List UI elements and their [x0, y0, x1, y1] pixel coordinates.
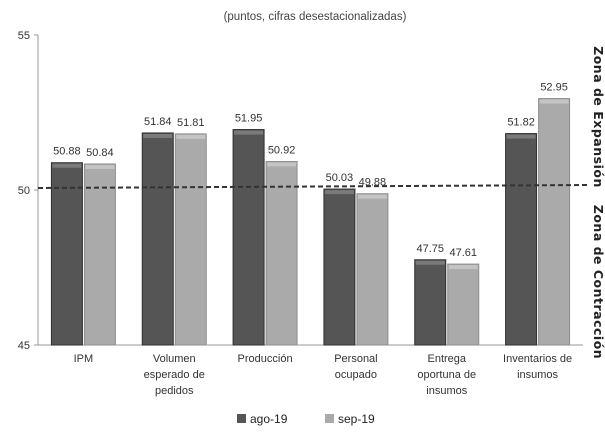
data-label: 51.84 — [144, 116, 172, 128]
bar-ago-19 — [414, 259, 447, 346]
bar-bevel — [234, 130, 264, 135]
bar-sep-19 — [356, 193, 389, 346]
category-label: oportuna de — [417, 369, 476, 381]
category-label: Personal — [334, 353, 377, 365]
data-label: 51.82 — [507, 117, 535, 129]
chart-subtitle: (puntos, cifras desestacionalizadas) — [224, 11, 407, 23]
expansion-zone-label: Zona de Expansión — [591, 46, 605, 188]
bar-bevel — [324, 190, 354, 195]
bar-ago-19 — [323, 188, 356, 346]
chart-axes: 45 50 55 — [18, 30, 583, 352]
bar-bevel — [52, 163, 82, 168]
data-label: 47.61 — [449, 247, 477, 259]
category-label: IPM — [74, 353, 94, 365]
legend-label: sep-19 — [338, 412, 375, 426]
bar-sep-19 — [265, 160, 298, 346]
bar-bevel — [267, 162, 297, 167]
data-label: 51.81 — [177, 117, 205, 129]
data-label: 49.88 — [359, 177, 387, 189]
category-label: pedidos — [155, 385, 194, 397]
y-tick-label: 55 — [18, 30, 30, 42]
bar-bevel — [357, 194, 387, 199]
category-label: Volumen — [153, 353, 196, 365]
bar-sep-19 — [538, 98, 571, 346]
bar-bevel — [539, 99, 569, 104]
data-label: 50.88 — [53, 146, 81, 158]
bar-bevel — [415, 260, 445, 265]
legend-swatch — [325, 414, 334, 423]
bar-ago-19 — [141, 132, 174, 346]
bar-sep-19 — [83, 163, 116, 346]
threshold-line-group — [37, 184, 590, 189]
threshold-line — [37, 184, 590, 189]
data-label: 50.84 — [86, 147, 114, 159]
bar-bevel — [143, 133, 173, 138]
legend-label: ago-19 — [250, 412, 288, 426]
y-tick-label: 45 — [18, 340, 30, 352]
data-label: 47.75 — [416, 243, 444, 255]
category-label: Producción — [238, 353, 293, 365]
category-label: ocupado — [335, 369, 377, 381]
data-label: 51.95 — [235, 113, 263, 125]
bar-ago-19 — [505, 133, 538, 346]
bar-bevel — [176, 134, 206, 139]
category-labels: IPM Volumen esperado de pedidos Producción Pe… — [74, 353, 573, 397]
bar-sep-19 — [174, 133, 207, 346]
data-label: 50.92 — [268, 144, 296, 156]
data-label: 52.95 — [540, 82, 568, 94]
legend-swatch — [237, 414, 246, 423]
zone-labels: Zona de Expansión Zona de Contracción — [591, 46, 605, 359]
bar-ago-19 — [232, 129, 265, 346]
data-labels: 50.88 50.84 51.84 51.81 51.95 50.92 50.03 49.88… — [53, 82, 568, 260]
bar-bevel — [506, 134, 536, 139]
y-tick-label: 50 — [18, 185, 30, 197]
contraction-zone-label: Zona de Contracción — [591, 205, 605, 359]
data-label: 50.03 — [326, 172, 354, 184]
legend: ago-19 sep-19 — [237, 412, 375, 426]
bar-sep-19 — [447, 263, 480, 346]
category-label: Inventarios de — [503, 353, 572, 365]
bar-bevel — [448, 265, 478, 270]
category-label: insumos — [426, 385, 467, 397]
bar-bevel — [85, 164, 115, 169]
category-label: Entrega — [427, 353, 466, 365]
bar-series — [50, 98, 571, 346]
bar-ago-19 — [50, 162, 83, 346]
category-label: esperado de — [144, 369, 205, 381]
category-label: insumos — [517, 369, 558, 381]
